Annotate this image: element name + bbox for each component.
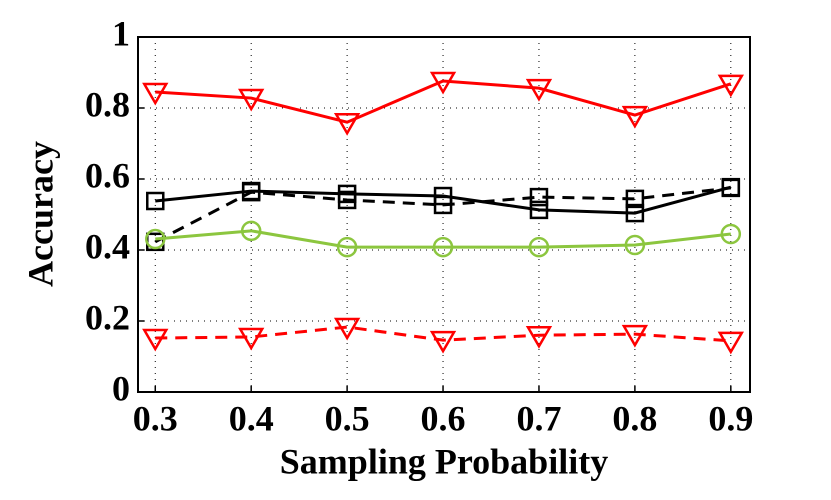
marker: [624, 234, 646, 256]
x-tick-label: 0.3: [133, 398, 178, 438]
marker: [142, 82, 169, 106]
marker: [336, 236, 358, 258]
marker: [621, 324, 649, 348]
marker: [529, 187, 549, 207]
marker: [529, 200, 549, 220]
y-axis-label: Accuracy: [20, 141, 60, 287]
marker: [429, 71, 457, 95]
marker: [621, 105, 649, 129]
y-tick-label: 0: [112, 368, 130, 408]
marker: [429, 330, 457, 354]
x-tick-label: 0.7: [516, 398, 561, 438]
marker: [333, 317, 361, 341]
marker: [625, 203, 645, 223]
marker: [433, 195, 453, 215]
marker: [625, 189, 645, 209]
y-tick-label: 0.6: [85, 155, 130, 195]
marker: [240, 220, 262, 242]
marker: [337, 190, 357, 210]
x-tick-label: 0.4: [229, 398, 274, 438]
series-line: [155, 79, 732, 124]
marker: [432, 236, 454, 258]
x-tick-label: 0.5: [325, 398, 370, 438]
x-tick-label: 0.8: [612, 398, 657, 438]
marker: [145, 228, 166, 250]
marker: [333, 112, 361, 136]
marker: [142, 328, 169, 352]
marker: [721, 178, 741, 198]
x-tick-label: 0.9: [708, 398, 753, 438]
marker: [717, 74, 744, 98]
marker: [525, 78, 553, 102]
marker: [241, 182, 261, 202]
marker: [146, 191, 165, 211]
x-tick-label: 0.6: [421, 398, 466, 438]
x-axis-label: Sampling Probability: [280, 441, 608, 481]
series-line: [154, 186, 731, 244]
y-tick-label: 0.8: [85, 84, 130, 124]
series-line: [155, 185, 732, 215]
marker: [238, 88, 265, 112]
series-line: [155, 229, 731, 249]
marker: [525, 325, 553, 349]
series-line: [155, 325, 731, 343]
marker: [720, 223, 742, 245]
marker: [238, 327, 265, 351]
y-tick-label: 0.2: [85, 297, 130, 337]
marker: [528, 236, 550, 258]
y-tick-label: 0.4: [85, 226, 130, 266]
marker: [717, 331, 744, 355]
y-tick-label: 1: [112, 13, 130, 53]
